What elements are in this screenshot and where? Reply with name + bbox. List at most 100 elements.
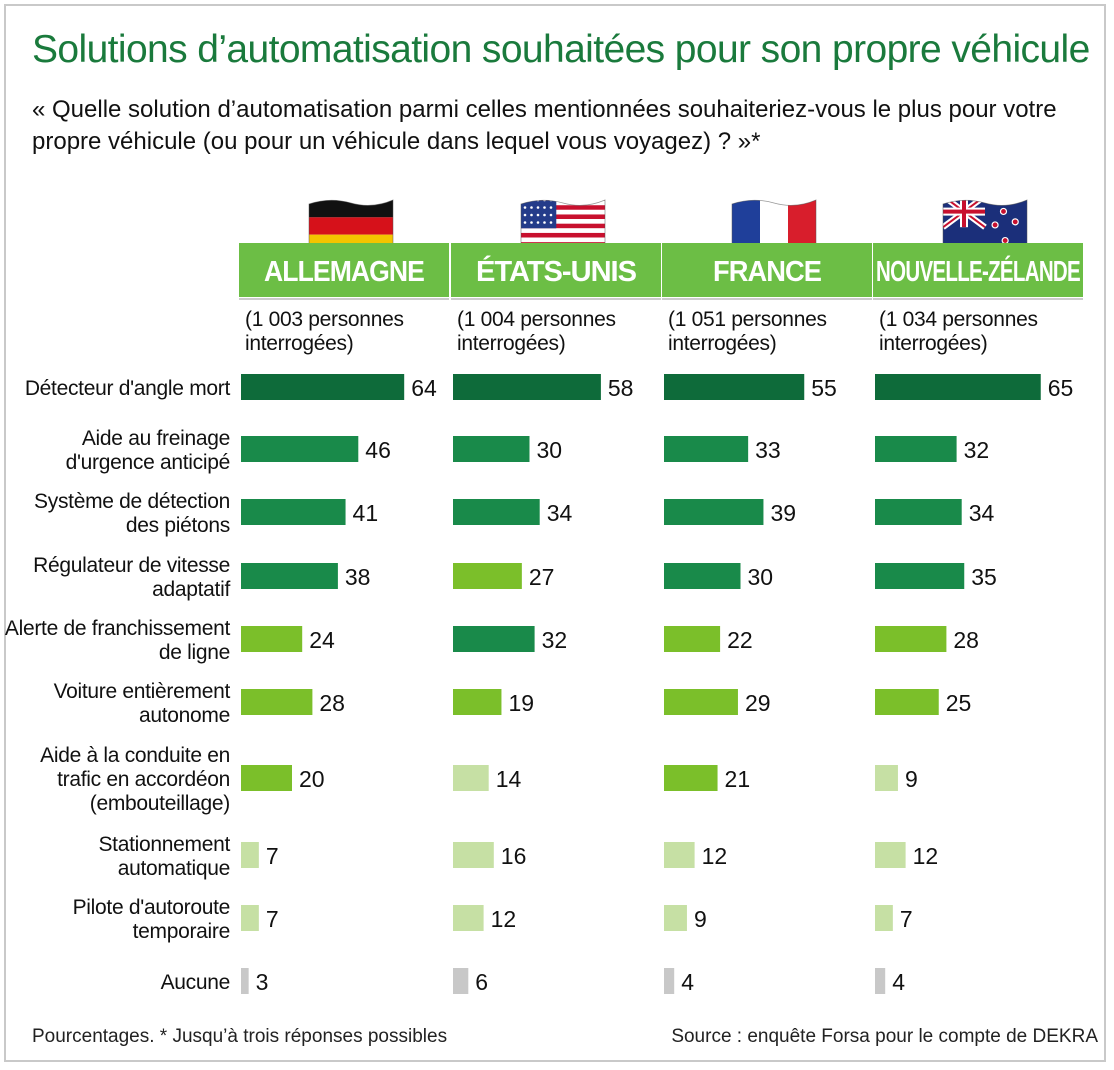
bar — [453, 765, 489, 791]
footnote: Pourcentages. * Jusqu’à trois réponses p… — [32, 1026, 448, 1047]
row-label: Pilote d'autoroute — [73, 896, 230, 919]
survey-question: « Quelle solution d’automatisation parmi… — [32, 96, 1057, 155]
value-label: 22 — [727, 627, 753, 653]
bar — [875, 499, 962, 525]
sample-size: interrogées) — [879, 332, 987, 355]
country-name: ÉTATS-UNIS — [476, 254, 637, 288]
sample-size: (1 004 personnes — [457, 308, 616, 331]
row-label: Voiture entièrement — [54, 680, 231, 703]
bar — [241, 905, 259, 931]
value-label: 30 — [748, 564, 774, 590]
value-label: 32 — [542, 627, 568, 653]
value-label: 4 — [892, 969, 905, 995]
value-label: 12 — [913, 843, 939, 869]
bar — [453, 626, 535, 652]
value-label: 9 — [694, 906, 707, 932]
source-note: Source : enquête Forsa pour le compte de… — [671, 1026, 1098, 1047]
value-label: 6 — [475, 969, 488, 995]
sample-size: (1 051 personnes — [668, 308, 827, 331]
row-label: d'urgence anticipé — [66, 451, 230, 474]
value-label: 55 — [811, 375, 837, 401]
row-label: autonome — [139, 704, 230, 727]
value-label: 3 — [256, 969, 269, 995]
value-label: 64 — [411, 375, 437, 401]
bar — [453, 689, 502, 715]
bar — [241, 842, 259, 868]
row-label: Alerte de franchissement — [5, 617, 231, 640]
bar — [875, 689, 939, 715]
value-label: 29 — [745, 690, 771, 716]
bar — [241, 626, 303, 652]
value-label: 4 — [681, 969, 694, 995]
value-label: 39 — [770, 500, 796, 526]
country-header — [239, 243, 449, 297]
value-label: 34 — [969, 500, 995, 526]
value-label: 20 — [299, 766, 325, 792]
bar — [241, 765, 292, 791]
country-name: ALLEMAGNE — [264, 256, 425, 288]
row-label: Stationnement — [98, 833, 230, 856]
bar — [875, 905, 893, 931]
value-label: 14 — [496, 766, 522, 792]
row-label: trafic en accordéon — [57, 768, 230, 791]
value-label: 33 — [755, 437, 781, 463]
bar — [664, 689, 738, 715]
value-label: 38 — [345, 564, 371, 590]
value-label: 7 — [266, 906, 279, 932]
row-label: temporaire — [133, 920, 230, 943]
bar — [664, 765, 718, 791]
row-label: automatique — [118, 857, 230, 880]
bar — [453, 563, 522, 589]
bar — [875, 563, 965, 589]
bar — [453, 374, 601, 400]
value-label: 35 — [971, 564, 997, 590]
sample-size: interrogées) — [245, 332, 353, 355]
value-label: 30 — [537, 437, 563, 463]
bar — [241, 499, 346, 525]
row-label: adaptatif — [152, 578, 230, 601]
row-label: Aide au freinage — [82, 427, 230, 450]
country-header — [662, 243, 872, 297]
bar — [664, 842, 695, 868]
value-label: 25 — [946, 690, 972, 716]
bar — [875, 436, 957, 462]
row-label: Détecteur d'angle mort — [25, 377, 231, 400]
bar — [241, 689, 313, 715]
row-label: de ligne — [159, 641, 230, 664]
value-label: 7 — [900, 906, 913, 932]
country-name: FRANCE — [713, 256, 822, 288]
value-label: 65 — [1048, 375, 1074, 401]
bar — [664, 499, 764, 525]
bar — [664, 436, 749, 462]
bar — [664, 374, 805, 400]
bar — [241, 968, 249, 994]
value-label: 27 — [529, 564, 555, 590]
value-label: 58 — [608, 375, 634, 401]
value-label: 9 — [905, 766, 918, 792]
value-label: 21 — [725, 766, 751, 792]
row-label: Régulateur de vitesse — [33, 554, 230, 577]
bar — [453, 436, 530, 462]
value-label: 12 — [491, 906, 517, 932]
value-label: 41 — [353, 500, 379, 526]
bar — [241, 374, 405, 400]
chart-frame — [4, 4, 1106, 1062]
value-label: 28 — [953, 627, 979, 653]
bar — [453, 842, 494, 868]
bar — [453, 968, 469, 994]
sample-size: interrogées) — [668, 332, 776, 355]
value-label: 24 — [309, 627, 335, 653]
country-header — [873, 243, 1083, 297]
value-label: 7 — [266, 843, 279, 869]
value-label: 32 — [964, 437, 990, 463]
value-label: 12 — [702, 843, 728, 869]
row-label: Aide à la conduite en — [40, 744, 230, 767]
bar — [664, 563, 741, 589]
row-label: Système de détection — [34, 490, 230, 513]
country-header — [451, 243, 661, 297]
bar — [664, 626, 721, 652]
sample-size: (1 003 personnes — [245, 308, 404, 331]
bar — [875, 374, 1041, 400]
value-label: 16 — [501, 843, 527, 869]
